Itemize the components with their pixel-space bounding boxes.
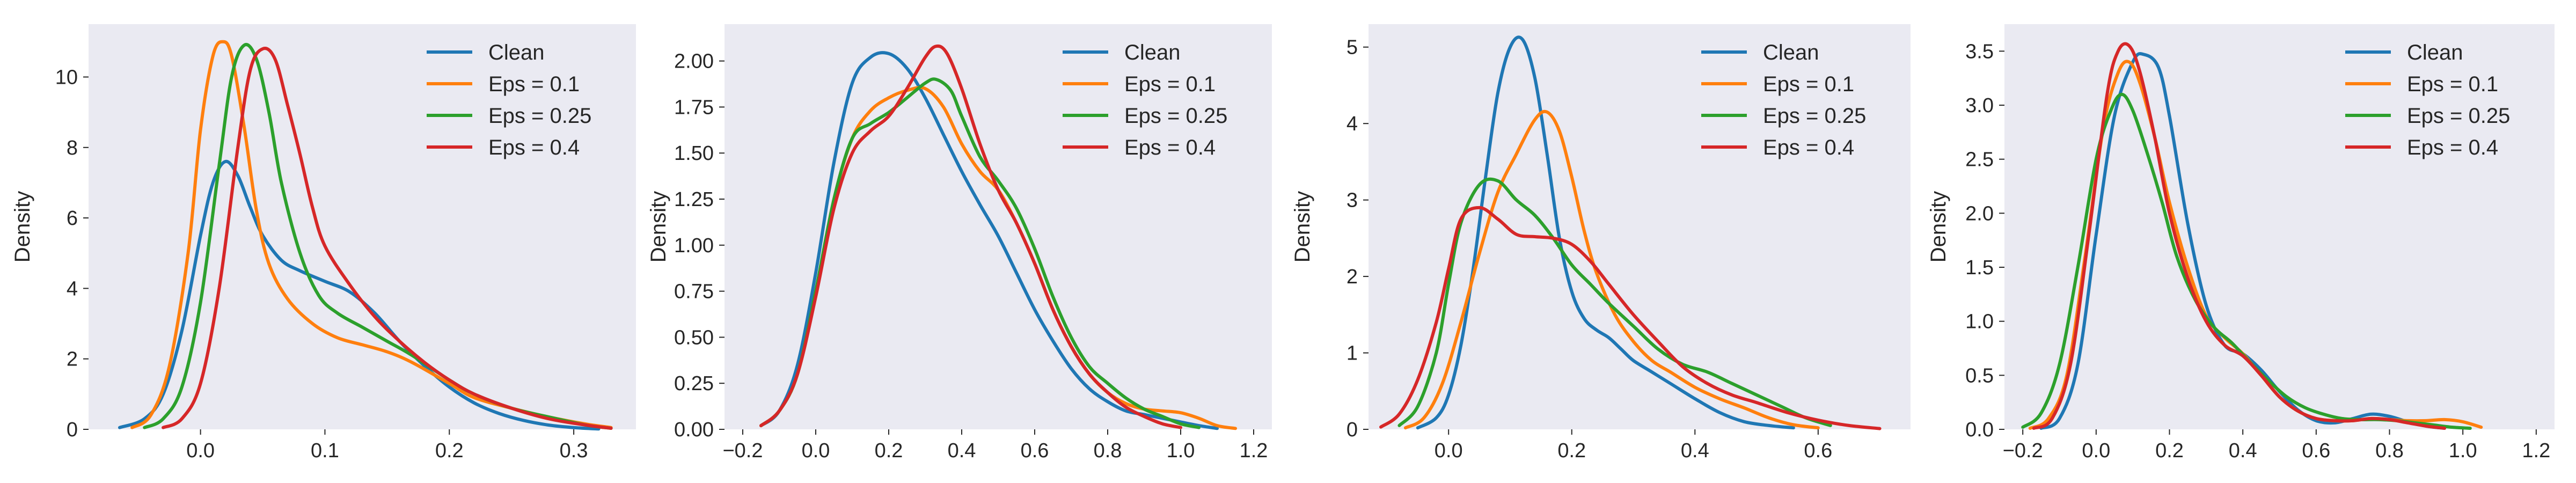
series-line-2 bbox=[130, 40, 613, 429]
legend-label: Clean bbox=[488, 41, 545, 64]
x-tick-label: 1.2 bbox=[1240, 440, 1268, 462]
y-tick-label: 1.0 bbox=[1965, 311, 1994, 333]
y-tick-label: 4 bbox=[67, 277, 78, 300]
legend-label: Clean bbox=[1763, 41, 1819, 64]
y-tick-label: 3.5 bbox=[1965, 40, 1994, 63]
x-tick-label: 0.0 bbox=[802, 440, 830, 462]
legend-label: Eps = 0.4 bbox=[1124, 136, 1216, 159]
y-axis-label: Density bbox=[11, 191, 34, 262]
y-tick-label: 1.50 bbox=[674, 142, 714, 165]
y-tick-label: 8 bbox=[67, 137, 78, 159]
legend: Clean Eps = 0.1 Eps = 0.25 Eps = 0.4 bbox=[2345, 41, 2510, 159]
legend: Clean Eps = 0.1 Eps = 0.25 Eps = 0.4 bbox=[1063, 41, 1227, 159]
y-tick-label: 1.00 bbox=[674, 235, 714, 257]
y-tick-label: 2.00 bbox=[674, 50, 714, 73]
y-tick-label: 5 bbox=[1346, 36, 1358, 59]
x-tick-label: 0.2 bbox=[1557, 440, 1586, 462]
series-line-1 bbox=[118, 159, 601, 431]
series-line-4 bbox=[759, 44, 1182, 429]
x-tick-label: 0.3 bbox=[560, 440, 588, 462]
legend-label: Eps = 0.1 bbox=[488, 72, 580, 96]
y-tick-label: 0.0 bbox=[1965, 419, 1994, 441]
chart-panel-3: 0.0 0.2 0.4 0.6 0 1 2 3 4 5 Density Clean Eps = 0.1 E… bbox=[1291, 24, 1911, 462]
y-tick-label: 3.0 bbox=[1965, 94, 1994, 117]
y-tick-label: 1.25 bbox=[674, 188, 714, 211]
y-tick-label: 0.25 bbox=[674, 372, 714, 395]
legend-label: Eps = 0.4 bbox=[488, 136, 580, 159]
series-line-4 bbox=[2032, 42, 2446, 430]
legend-label: Eps = 0.25 bbox=[488, 104, 591, 128]
y-axis-label: Density bbox=[647, 191, 670, 262]
y-tick-label: 3 bbox=[1346, 189, 1358, 212]
x-tick-label: 0.2 bbox=[2155, 440, 2184, 462]
series-line-3 bbox=[1397, 177, 1832, 427]
y-tick-label: 2.0 bbox=[1965, 202, 1994, 225]
legend: Clean Eps = 0.1 Eps = 0.25 Eps = 0.4 bbox=[427, 41, 591, 159]
x-tick-label: 0.4 bbox=[2229, 440, 2257, 462]
x-tick-label: 0.6 bbox=[2302, 440, 2330, 462]
legend-label: Eps = 0.25 bbox=[1124, 104, 1227, 128]
y-tick-label: 0.00 bbox=[674, 419, 714, 441]
legend-label: Eps = 0.1 bbox=[1763, 72, 1854, 96]
y-tick-label: 4 bbox=[1346, 113, 1358, 135]
x-tick-label: 0.8 bbox=[2375, 440, 2404, 462]
x-tick-label: −0.2 bbox=[2003, 440, 2043, 462]
y-tick-label: 2 bbox=[1346, 266, 1358, 288]
y-tick-label: 0.5 bbox=[1965, 364, 1994, 387]
x-tick-label: 0.0 bbox=[2082, 440, 2110, 462]
y-tick-label: 1.5 bbox=[1965, 257, 1994, 279]
y-tick-label: 1.75 bbox=[674, 96, 714, 119]
y-tick-label: 0.50 bbox=[674, 326, 714, 349]
x-tick-label: 0.2 bbox=[875, 440, 903, 462]
legend-label: Eps = 0.25 bbox=[2407, 104, 2510, 128]
x-tick-label: 0.8 bbox=[1094, 440, 1122, 462]
x-tick-label: 0.2 bbox=[435, 440, 464, 462]
legend: Clean Eps = 0.1 Eps = 0.25 Eps = 0.4 bbox=[1701, 41, 1866, 159]
y-tick-label: 0 bbox=[67, 419, 78, 441]
y-tick-label: 6 bbox=[67, 207, 78, 230]
chart-panel-1: 0.0 0.1 0.2 0.3 0 2 4 6 8 10 Density Clean Eps = 0.1… bbox=[11, 24, 636, 462]
chart-panel-2: −0.2 0.0 0.2 0.4 0.6 0.8 1.0 1.2 0.00 0.25 0.50 0.7… bbox=[647, 24, 1272, 462]
x-tick-label: 0.6 bbox=[1804, 440, 1832, 462]
series-line-4 bbox=[162, 47, 613, 430]
legend-label: Clean bbox=[2407, 41, 2463, 64]
y-tick-label: 1 bbox=[1346, 342, 1358, 365]
plot-area bbox=[89, 24, 636, 429]
x-tick-label: 0.0 bbox=[186, 440, 215, 462]
legend-label: Eps = 0.1 bbox=[2407, 72, 2498, 96]
y-tick-label: 0 bbox=[1346, 419, 1358, 441]
x-tick-label: 0.1 bbox=[311, 440, 339, 462]
series-line-1 bbox=[1416, 35, 1795, 430]
x-tick-label: 0.4 bbox=[948, 440, 976, 462]
x-tick-label: 1.2 bbox=[2522, 440, 2550, 462]
y-axis-label: Density bbox=[1291, 191, 1314, 262]
y-tick-label: 0.75 bbox=[674, 281, 714, 303]
x-tick-label: 1.0 bbox=[1167, 440, 1195, 462]
series-line-4 bbox=[1379, 206, 1882, 430]
x-tick-label: 1.0 bbox=[2449, 440, 2477, 462]
plot-area bbox=[724, 24, 1272, 429]
series-line-2 bbox=[1403, 109, 1820, 430]
y-tick-label: 2.5 bbox=[1965, 149, 1994, 171]
x-tick-label: 0.6 bbox=[1021, 440, 1049, 462]
x-tick-label: −0.2 bbox=[722, 440, 763, 462]
y-tick-label: 2 bbox=[67, 348, 78, 371]
legend-label: Eps = 0.4 bbox=[2407, 136, 2498, 159]
legend-label: Eps = 0.25 bbox=[1763, 104, 1866, 128]
y-axis-label: Density bbox=[1927, 191, 1950, 262]
chart-panel-4: −0.2 0.0 0.2 0.4 0.6 0.8 1.0 1.2 0.0 0.5 1.0 1.5 2.0… bbox=[1927, 24, 2555, 462]
legend-label: Eps = 0.4 bbox=[1763, 136, 1854, 159]
legend-label: Clean bbox=[1124, 41, 1181, 64]
y-tick-label: 10 bbox=[55, 66, 78, 89]
legend-label: Eps = 0.1 bbox=[1124, 72, 1216, 96]
x-tick-label: 0.0 bbox=[1435, 440, 1463, 462]
x-tick-label: 0.4 bbox=[1681, 440, 1709, 462]
series-line-1 bbox=[2039, 52, 2446, 430]
series-line-1 bbox=[759, 51, 1219, 430]
